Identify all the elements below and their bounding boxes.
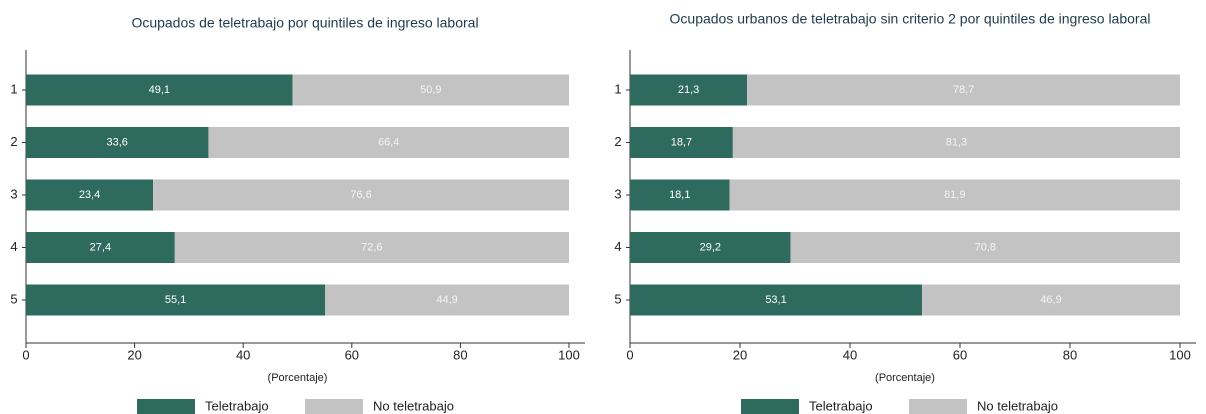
- legend-label: No teletrabajo: [977, 398, 1058, 413]
- bar-segment: [630, 127, 733, 158]
- bar-segment: [208, 127, 569, 158]
- chart-title: Ocupados de teletrabajo por quintiles de…: [131, 15, 478, 31]
- x-tick-label: 100: [1169, 347, 1191, 362]
- x-tick-label: 60: [953, 347, 967, 362]
- bar-segment: [732, 127, 1180, 158]
- value-label: 66,4: [378, 136, 399, 148]
- legend-label: Teletrabajo: [809, 398, 873, 413]
- bar-segment: [26, 179, 154, 211]
- x-tick-label: 20: [733, 347, 747, 362]
- y-tick-label: 1: [10, 81, 17, 96]
- legend-swatch: [305, 399, 363, 414]
- value-label: 76,6: [350, 189, 371, 201]
- bar-segment: [325, 284, 569, 316]
- legend-swatch: [741, 399, 799, 414]
- legend-label: No teletrabajo: [373, 398, 454, 413]
- x-tick-label: 60: [345, 347, 359, 362]
- bar-segment: [630, 74, 748, 106]
- x-tick-label: 40: [236, 347, 250, 362]
- y-tick-label: 1: [614, 81, 621, 96]
- value-label: 78,7: [953, 84, 974, 96]
- value-label: 18,1: [669, 189, 690, 201]
- y-tick-label: 2: [10, 134, 17, 149]
- y-tick-label: 5: [10, 291, 17, 306]
- value-label: 23,4: [79, 189, 100, 201]
- bar-segment: [922, 284, 1180, 316]
- value-label: 44,9: [436, 294, 457, 306]
- x-tick-label: 80: [453, 347, 467, 362]
- x-tick-label: 0: [22, 347, 29, 362]
- x-axis-label: (Porcentaje): [268, 372, 328, 384]
- bar-segment: [26, 127, 209, 158]
- y-tick-label: 4: [10, 239, 17, 254]
- bar-segment: [747, 74, 1180, 106]
- value-label: 81,3: [946, 136, 967, 148]
- value-label: 70,8: [975, 241, 996, 253]
- bar-segment: [729, 179, 1180, 211]
- y-tick-label: 3: [614, 186, 621, 201]
- y-tick-label: 5: [614, 291, 621, 306]
- bar-segment: [630, 232, 791, 263]
- bar-segment: [790, 232, 1180, 263]
- value-label: 27,4: [90, 241, 111, 253]
- value-label: 81,9: [944, 189, 965, 201]
- value-label: 33,6: [107, 136, 128, 148]
- value-label: 18,7: [671, 136, 692, 148]
- chart-title: Ocupados urbanos de teletrabajo sin crit…: [670, 11, 1151, 27]
- y-tick-label: 3: [10, 186, 17, 201]
- legend-swatch: [909, 399, 967, 414]
- bar-segment: [630, 179, 730, 211]
- value-label: 21,3: [678, 84, 699, 96]
- x-tick-label: 100: [558, 347, 580, 362]
- x-tick-label: 0: [626, 347, 633, 362]
- legend-label: Teletrabajo: [205, 398, 269, 413]
- bar-segment: [153, 179, 569, 211]
- bar-segment: [26, 232, 175, 263]
- x-tick-label: 40: [843, 347, 857, 362]
- value-label: 50,9: [420, 84, 441, 96]
- bar-segment: [292, 74, 569, 106]
- x-tick-label: 20: [127, 347, 141, 362]
- value-label: 55,1: [165, 294, 186, 306]
- value-label: 49,1: [149, 84, 170, 96]
- value-label: 46,9: [1040, 294, 1061, 306]
- value-label: 72,6: [361, 241, 382, 253]
- bar-segment: [26, 74, 293, 106]
- bar-segment: [630, 284, 923, 316]
- value-label: 29,2: [700, 241, 721, 253]
- y-tick-label: 2: [614, 134, 621, 149]
- y-tick-label: 4: [614, 239, 621, 254]
- x-tick-label: 80: [1063, 347, 1077, 362]
- legend-swatch: [137, 399, 195, 414]
- x-axis-label: (Porcentaje): [875, 372, 935, 384]
- value-label: 53,1: [765, 294, 786, 306]
- bar-segment: [174, 232, 570, 263]
- bar-segment: [26, 284, 326, 316]
